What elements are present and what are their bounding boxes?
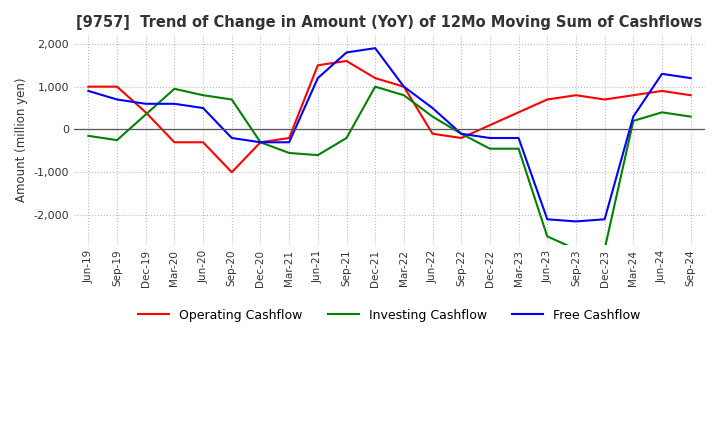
Free Cashflow <box>199 106 207 111</box>
Free Cashflow <box>400 84 408 89</box>
Investing Cashflow <box>342 136 351 141</box>
Investing Cashflow <box>113 138 122 143</box>
Operating Cashflow <box>686 92 695 98</box>
Operating Cashflow <box>514 110 523 115</box>
Free Cashflow <box>543 216 552 222</box>
Operating Cashflow <box>543 97 552 102</box>
Line: Operating Cashflow: Operating Cashflow <box>89 61 690 172</box>
Free Cashflow <box>371 45 379 51</box>
Free Cashflow <box>342 50 351 55</box>
Operating Cashflow <box>457 136 466 141</box>
Operating Cashflow <box>342 59 351 64</box>
Investing Cashflow <box>600 246 609 252</box>
Investing Cashflow <box>657 110 666 115</box>
Operating Cashflow <box>629 92 638 98</box>
Investing Cashflow <box>400 92 408 98</box>
Investing Cashflow <box>428 114 437 119</box>
Free Cashflow <box>686 76 695 81</box>
Investing Cashflow <box>228 97 236 102</box>
Investing Cashflow <box>457 131 466 136</box>
Free Cashflow <box>256 139 265 145</box>
Free Cashflow <box>428 106 437 111</box>
Investing Cashflow <box>285 150 294 156</box>
Free Cashflow <box>113 97 122 102</box>
Operating Cashflow <box>371 76 379 81</box>
Operating Cashflow <box>228 169 236 175</box>
Free Cashflow <box>514 136 523 141</box>
Operating Cashflow <box>428 131 437 136</box>
Free Cashflow <box>485 136 494 141</box>
Investing Cashflow <box>141 112 150 117</box>
Investing Cashflow <box>572 246 580 252</box>
Investing Cashflow <box>199 92 207 98</box>
Investing Cashflow <box>313 153 322 158</box>
Operating Cashflow <box>199 139 207 145</box>
Operating Cashflow <box>141 110 150 115</box>
Title: [9757]  Trend of Change in Amount (YoY) of 12Mo Moving Sum of Cashflows: [9757] Trend of Change in Amount (YoY) o… <box>76 15 703 30</box>
Y-axis label: Amount (million yen): Amount (million yen) <box>15 78 28 202</box>
Investing Cashflow <box>629 118 638 124</box>
Free Cashflow <box>629 114 638 119</box>
Investing Cashflow <box>485 146 494 151</box>
Operating Cashflow <box>400 84 408 89</box>
Operating Cashflow <box>113 84 122 89</box>
Investing Cashflow <box>543 234 552 239</box>
Free Cashflow <box>657 71 666 77</box>
Investing Cashflow <box>170 86 179 92</box>
Line: Free Cashflow: Free Cashflow <box>89 48 690 221</box>
Operating Cashflow <box>256 139 265 145</box>
Operating Cashflow <box>170 139 179 145</box>
Investing Cashflow <box>514 146 523 151</box>
Free Cashflow <box>141 101 150 106</box>
Investing Cashflow <box>371 84 379 89</box>
Investing Cashflow <box>686 114 695 119</box>
Free Cashflow <box>572 219 580 224</box>
Operating Cashflow <box>572 92 580 98</box>
Legend: Operating Cashflow, Investing Cashflow, Free Cashflow: Operating Cashflow, Investing Cashflow, … <box>133 304 646 327</box>
Free Cashflow <box>84 88 93 94</box>
Operating Cashflow <box>485 122 494 128</box>
Free Cashflow <box>285 139 294 145</box>
Operating Cashflow <box>285 136 294 141</box>
Operating Cashflow <box>657 88 666 94</box>
Free Cashflow <box>228 136 236 141</box>
Investing Cashflow <box>84 133 93 139</box>
Free Cashflow <box>457 131 466 136</box>
Operating Cashflow <box>600 97 609 102</box>
Free Cashflow <box>313 76 322 81</box>
Operating Cashflow <box>313 62 322 68</box>
Free Cashflow <box>600 216 609 222</box>
Investing Cashflow <box>256 139 265 145</box>
Operating Cashflow <box>84 84 93 89</box>
Free Cashflow <box>170 101 179 106</box>
Line: Investing Cashflow: Investing Cashflow <box>89 87 690 249</box>
